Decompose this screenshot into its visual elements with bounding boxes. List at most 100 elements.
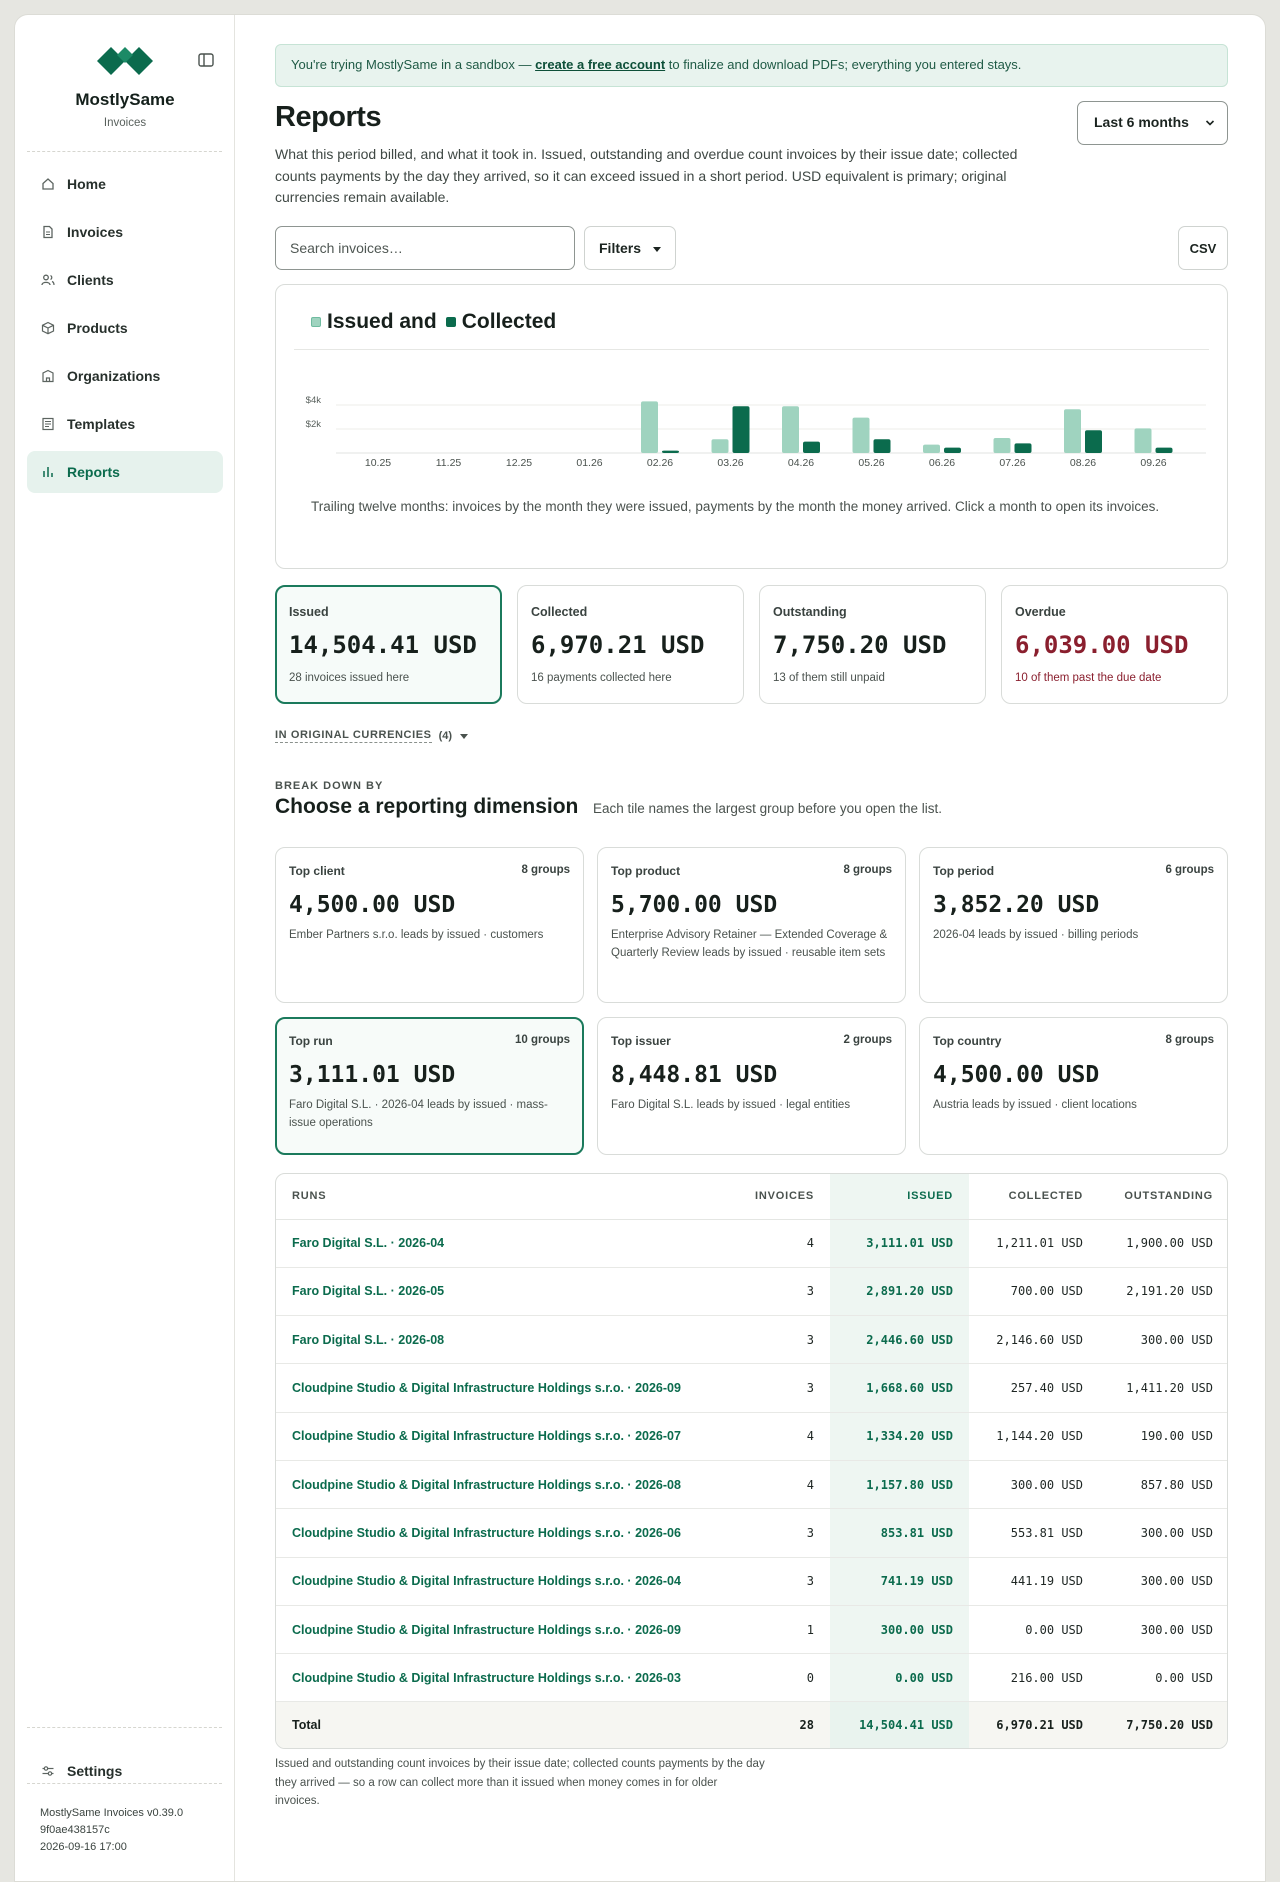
cell-run[interactable]: Cloudpine Studio & Digital Infrastructur… [276, 1508, 729, 1558]
bar-issued[interactable] [852, 417, 870, 453]
app-window: MostlySame Invoices Home Invoices Client… [14, 14, 1266, 1882]
template-icon [42, 417, 54, 431]
bar-issued[interactable] [641, 401, 658, 453]
sidebar-item-reports[interactable]: Reports [27, 451, 223, 493]
cell-run[interactable]: Faro Digital S.L. · 2026-08 [276, 1315, 729, 1365]
search-placeholder: Search invoices… [290, 240, 403, 256]
bar-collected[interactable] [873, 439, 891, 453]
cell-issued: 3,111.01 USD [830, 1219, 969, 1268]
cell-run[interactable]: Faro Digital S.L. · 2026-05 [276, 1267, 729, 1317]
search-input[interactable]: Search invoices… [275, 226, 575, 270]
sidebar-item-organizations[interactable]: Organizations [27, 355, 223, 397]
bar-collected[interactable] [803, 441, 820, 453]
column-header-invoices[interactable]: INVOICES [729, 1174, 830, 1220]
bar-collected[interactable] [1085, 430, 1102, 453]
sidebar-item-clients[interactable]: Clients [27, 259, 223, 301]
table-row[interactable]: Cloudpine Studio & Digital Infrastructur… [276, 1605, 1227, 1655]
original-currencies-toggle[interactable]: IN ORIGINAL CURRENCIES (4) [275, 729, 469, 743]
cell-run[interactable]: Cloudpine Studio & Digital Infrastructur… [276, 1653, 729, 1703]
kpi-outstanding[interactable]: Outstanding 7,750.20 USD 13 of them stil… [759, 585, 986, 704]
bar-collected[interactable] [662, 450, 679, 453]
tile-groups: 2 groups [843, 1034, 892, 1046]
bar-chart[interactable]: $2k $4k 10.25 11.25 12.25 01.26 02.26 03.26 04.2… [276, 365, 1229, 485]
cell-outstanding: 1,900.00 USD [1099, 1219, 1227, 1268]
table-row[interactable]: Cloudpine Studio & Digital Infrastructur… [276, 1460, 1227, 1510]
sidebar-item-label: Invoices [67, 224, 124, 240]
x-tick-label: 12.25 [506, 457, 532, 469]
x-tick-label: 11.25 [436, 457, 462, 469]
cell-collected: 553.81 USD [969, 1508, 1099, 1558]
column-header-issued[interactable]: ISSUED [830, 1174, 969, 1220]
build-timestamp: 2026-09-16 17:00 [40, 1841, 127, 1853]
bar-issued[interactable] [1134, 428, 1152, 453]
sidebar-collapse-icon[interactable] [197, 51, 215, 69]
sidebar-item-products[interactable]: Products [27, 307, 223, 349]
bar-issued[interactable] [782, 406, 799, 453]
cell-outstanding: 300.00 USD [1099, 1557, 1227, 1606]
sidebar-item-settings[interactable]: Settings [27, 1750, 223, 1792]
tile-groups: 6 groups [1165, 864, 1214, 876]
bar-issued[interactable] [1064, 409, 1081, 453]
tile-label: Top product [611, 864, 681, 878]
tile-groups: 10 groups [515, 1034, 570, 1046]
kpi-sub: 16 payments collected here [531, 672, 672, 684]
table-row[interactable]: Cloudpine Studio & Digital Infrastructur… [276, 1508, 1227, 1558]
breakdown-title: Choose a reporting dimension [275, 795, 579, 818]
cell-issued: 0.00 USD [830, 1653, 969, 1703]
breakdown-note: Each tile names the largest group before… [593, 801, 942, 816]
table-row[interactable]: Cloudpine Studio & Digital Infrastructur… [276, 1653, 1227, 1703]
table-row[interactable]: Faro Digital S.L. · 2026-05 3 2,891.20 USD… [276, 1267, 1227, 1317]
table-row[interactable]: Faro Digital S.L. · 2026-04 4 3,111.01 USD… [276, 1219, 1227, 1268]
table-footnote: Issued and outstanding count invoices by… [275, 1758, 765, 1807]
table-row[interactable]: Faro Digital S.L. · 2026-08 3 2,446.60 USD… [276, 1315, 1227, 1365]
bar-issued[interactable] [923, 444, 940, 453]
cell-run[interactable]: Cloudpine Studio & Digital Infrastructur… [276, 1605, 729, 1655]
create-account-link[interactable]: create a free account [535, 57, 666, 72]
column-header-outstanding[interactable]: OUTSTANDING [1099, 1174, 1227, 1220]
cell-invoices: 4 [729, 1412, 830, 1461]
tile-top-client[interactable]: Top client 8 groups 4,500.00 USD Ember Pa… [275, 847, 584, 1003]
build-hash: 9f0ae438157c [40, 1824, 110, 1836]
kpi-collected[interactable]: Collected 6,970.21 USD 16 payments colle… [517, 585, 744, 704]
settings-label: Settings [67, 1763, 123, 1779]
bar-collected[interactable] [1155, 447, 1173, 453]
table-row[interactable]: Cloudpine Studio & Digital Infrastructur… [276, 1557, 1227, 1606]
csv-export-button[interactable]: CSV [1178, 226, 1228, 270]
home-icon [42, 178, 54, 190]
table-row[interactable]: Cloudpine Studio & Digital Infrastructur… [276, 1412, 1227, 1461]
bar-collected[interactable] [1014, 443, 1032, 453]
tile-top-run[interactable]: Top run 10 groups 3,111.01 USD Faro Digit… [275, 1017, 584, 1155]
cell-run[interactable]: Cloudpine Studio & Digital Infrastructur… [276, 1557, 729, 1606]
cell-run[interactable]: Faro Digital S.L. · 2026-04 [276, 1219, 729, 1268]
sidebar-item-label: Organizations [67, 368, 161, 384]
cell-run[interactable]: Cloudpine Studio & Digital Infrastructur… [276, 1363, 729, 1413]
column-header-runs[interactable]: RUNS [276, 1174, 729, 1220]
sidebar-item-templates[interactable]: Templates [27, 403, 223, 445]
sidebar-item-home[interactable]: Home [27, 163, 223, 205]
kpi-overdue[interactable]: Overdue 6,039.00 USD 10 of them past the… [1001, 585, 1228, 704]
filters-button[interactable]: Filters [584, 226, 676, 270]
sidebar: MostlySame Invoices Home Invoices Client… [15, 15, 235, 1881]
issued-swatch [311, 317, 321, 327]
kpi-issued[interactable]: Issued 14,504.41 USD 28 invoices issued … [275, 585, 502, 704]
bar-issued[interactable] [711, 439, 729, 453]
cell-run[interactable]: Cloudpine Studio & Digital Infrastructur… [276, 1460, 729, 1510]
bar-issued[interactable] [993, 438, 1011, 453]
x-tick-label: 01.26 [576, 457, 602, 469]
tile-top-issuer[interactable]: Top issuer 2 groups 8,448.81 USD Faro Dig… [597, 1017, 906, 1155]
sidebar-item-invoices[interactable]: Invoices [27, 211, 223, 253]
tile-value: 5,700.00 USD [611, 892, 778, 918]
tile-top-product[interactable]: Top product 8 groups 5,700.00 USD Enterpr… [597, 847, 906, 1003]
cell-collected: 1,144.20 USD [969, 1412, 1099, 1461]
bar-collected[interactable] [944, 447, 961, 453]
building-icon [42, 369, 54, 383]
column-header-collected[interactable]: COLLECTED [969, 1174, 1099, 1220]
tile-top-period[interactable]: Top period 6 groups 3,852.20 USD 2026-04 … [919, 847, 1228, 1003]
table-row[interactable]: Cloudpine Studio & Digital Infrastructur… [276, 1363, 1227, 1413]
bar-collected[interactable] [732, 406, 750, 453]
tile-top-country[interactable]: Top country 8 groups 4,500.00 USD Austria… [919, 1017, 1228, 1155]
tile-sub: Austria leads by issued · client locatio… [933, 1099, 1137, 1111]
cell-run[interactable]: Cloudpine Studio & Digital Infrastructur… [276, 1412, 729, 1461]
chevron-down-icon [1205, 120, 1215, 126]
period-select[interactable]: Last 6 months [1077, 101, 1228, 145]
